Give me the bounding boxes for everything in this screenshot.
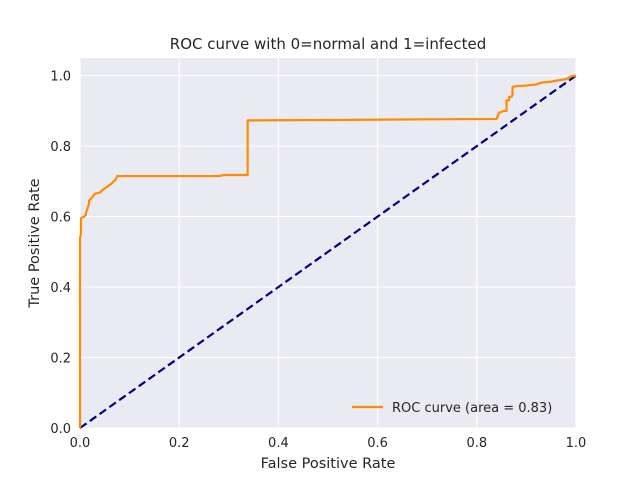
x-tick-labels: 0.0 0.2 0.4 0.6 0.8 1.0 bbox=[70, 436, 587, 451]
chart-title: ROC curve with 0=normal and 1=infected bbox=[170, 35, 486, 53]
x-tick-label: 0.6 bbox=[367, 436, 388, 451]
series-line-roc bbox=[78, 74, 577, 428]
y-tick-label: 0.6 bbox=[50, 211, 71, 226]
y-tick-label: 0.0 bbox=[50, 422, 71, 437]
y-tick-label: 0.4 bbox=[50, 281, 71, 296]
x-tick-label: 0.8 bbox=[466, 436, 487, 451]
x-tick-label: 0.0 bbox=[70, 436, 91, 451]
y-tick-label: 0.8 bbox=[50, 140, 71, 155]
y-tick-label: 0.2 bbox=[50, 352, 71, 367]
series-line-chance-diagonal bbox=[79, 74, 577, 429]
x-axis-label: False Positive Rate bbox=[261, 456, 396, 472]
series-layer bbox=[78, 74, 577, 429]
x-tick-label: 0.4 bbox=[268, 436, 289, 451]
y-axis-label: True Positive Rate bbox=[27, 178, 43, 308]
x-tick-label: 1.0 bbox=[566, 436, 587, 451]
x-tick-label: 0.2 bbox=[169, 436, 190, 451]
legend: ROC curve (area = 0.83) bbox=[352, 401, 552, 416]
y-tick-label: 1.0 bbox=[50, 70, 71, 85]
y-tick-labels: 0.0 0.2 0.4 0.6 0.8 1.0 bbox=[50, 70, 71, 437]
legend-label-roc: ROC curve (area = 0.83) bbox=[392, 401, 552, 416]
plot-area bbox=[80, 58, 576, 428]
